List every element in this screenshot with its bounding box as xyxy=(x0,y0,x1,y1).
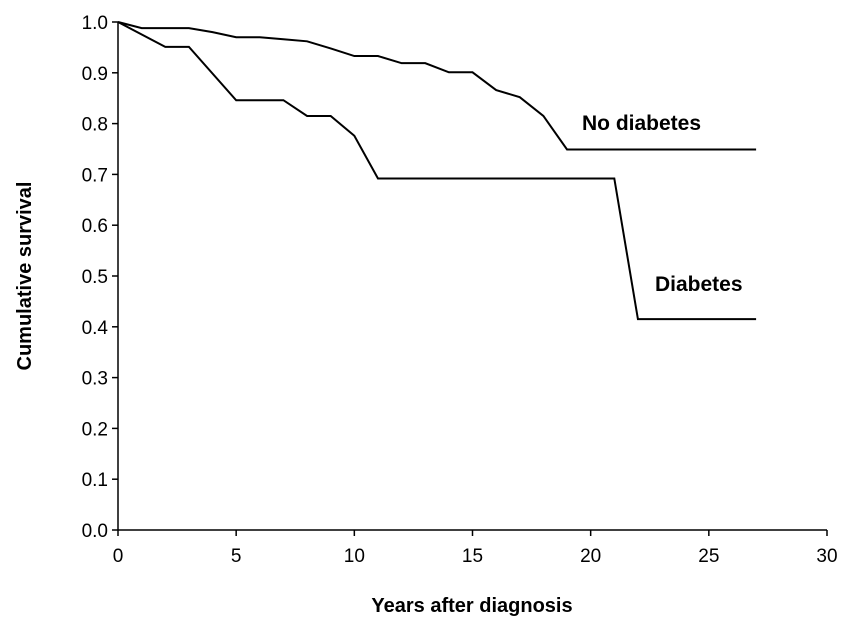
series-line xyxy=(117,21,757,321)
y-tick-label: 0.2 xyxy=(82,419,108,440)
y-tick-label: 0.5 xyxy=(82,267,108,288)
y-tick-label: 0.7 xyxy=(82,165,108,186)
series-line xyxy=(117,21,757,151)
series-label: Diabetes xyxy=(655,273,743,296)
y-tick-label: 0.4 xyxy=(82,318,109,339)
y-tick-label: 0.6 xyxy=(82,216,108,237)
x-tick-label: 20 xyxy=(580,546,601,567)
x-tick-label: 25 xyxy=(698,546,719,567)
y-axis-title: Cumulative survival xyxy=(14,182,36,371)
x-tick-label: 10 xyxy=(344,546,365,567)
x-tick-label: 0 xyxy=(113,546,124,567)
x-tick-label: 30 xyxy=(816,546,837,567)
y-tick-label: 0.0 xyxy=(82,521,108,542)
y-tick-label: 0.1 xyxy=(82,470,108,491)
x-tick-label: 15 xyxy=(462,546,483,567)
y-tick-label: 0.9 xyxy=(82,64,108,85)
y-tick-label: 0.3 xyxy=(82,369,108,390)
x-axis-title: Years after diagnosis xyxy=(371,595,572,617)
y-tick-label: 1.0 xyxy=(82,13,108,34)
series-label: No diabetes xyxy=(582,112,701,135)
y-tick-label: 0.8 xyxy=(82,115,108,136)
x-tick-label: 5 xyxy=(231,546,242,567)
